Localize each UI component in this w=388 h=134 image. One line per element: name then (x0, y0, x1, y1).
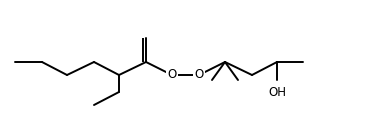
Text: O: O (167, 68, 177, 81)
Text: OH: OH (268, 87, 286, 100)
Text: O: O (194, 68, 204, 81)
